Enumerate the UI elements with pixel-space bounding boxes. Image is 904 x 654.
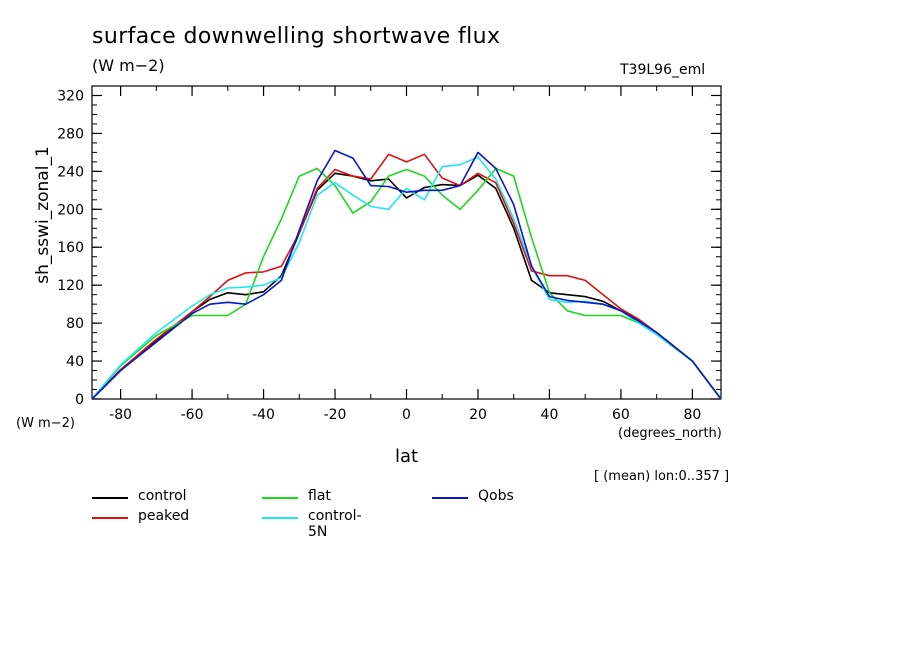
y-tick-label: 160 [57,240,84,256]
legend-swatch [432,497,468,499]
y-tick-label: 240 [57,164,84,180]
x-tick-label: -60 [181,407,204,423]
x-axis-unit: (degrees_north) [618,426,722,441]
legend-swatch [92,517,128,519]
x-axis-label: lat [395,446,419,467]
legend-label: control-5N [308,508,362,540]
series-line-flat [91,167,722,400]
y-tick-label: 120 [57,278,84,294]
averaging-note: [ (mean) lon:0..357 ] [594,469,730,484]
y-tick-label: 80 [66,316,84,332]
x-tick-label: -80 [109,407,132,423]
plot-frame [91,85,722,400]
x-tick-label: 60 [612,407,630,423]
x-tick-label: 80 [683,407,701,423]
model-label: T39L96_eml [620,62,706,78]
x-tick-label: 20 [469,407,487,423]
legend-label: Qobs [478,488,514,504]
series-line-peaked [91,153,722,400]
legend-label: peaked [138,508,190,524]
y-tick-label: 40 [66,354,84,370]
chart-subtitle: (W m−2) [92,56,165,75]
x-tick-label: -20 [324,407,347,423]
y-tick-label: 280 [57,126,84,142]
x-tick-label: 40 [541,407,559,423]
chart-title: surface downwelling shortwave flux [92,24,501,49]
legend-swatch [92,497,128,499]
legend-label: control [138,488,187,504]
y-tick-label: 320 [57,88,84,104]
legend-swatch [262,517,298,519]
y-tick-label: 200 [57,202,84,218]
y-axis-unit: (W m−2) [16,416,75,431]
legend-label: flat [308,488,331,504]
y-tick-label: 0 [75,392,84,408]
legend-swatch [262,497,298,499]
x-tick-label: 0 [402,407,411,423]
series-line-Qobs [91,149,722,400]
x-tick-label: -40 [252,407,275,423]
series-line-control [91,172,722,400]
series-line-control-5N [91,156,722,400]
